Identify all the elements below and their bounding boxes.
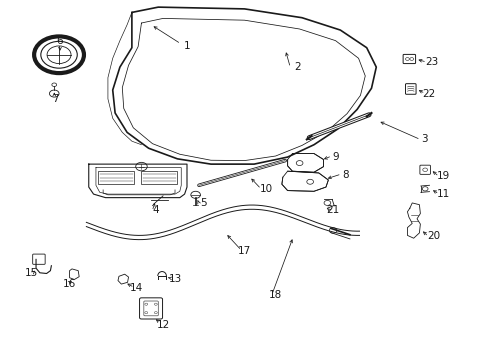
Text: 7: 7 [52,94,59,104]
Text: 23: 23 [424,57,437,67]
Bar [141,171,177,184]
Text: 21: 21 [326,205,339,215]
Text: 19: 19 [436,171,449,181]
Text: 5: 5 [200,198,206,208]
Text: 22: 22 [422,89,435,99]
Text: 11: 11 [436,189,449,199]
Text: 3: 3 [420,134,427,144]
Text: 16: 16 [63,279,76,289]
Text: 9: 9 [331,152,338,162]
Text: 4: 4 [152,205,159,215]
Text: 13: 13 [168,274,181,284]
Text: 15: 15 [24,269,38,279]
Text: 20: 20 [427,231,440,242]
Text: 14: 14 [130,283,143,293]
Text: 1: 1 [183,41,190,51]
Text: 6: 6 [57,36,63,46]
Text: 2: 2 [293,62,300,72]
Text: 12: 12 [156,320,169,330]
Text: 10: 10 [259,184,272,194]
Text: 8: 8 [341,170,348,180]
Text: 18: 18 [268,290,282,300]
Bar [98,171,134,184]
Text: 17: 17 [237,246,251,256]
